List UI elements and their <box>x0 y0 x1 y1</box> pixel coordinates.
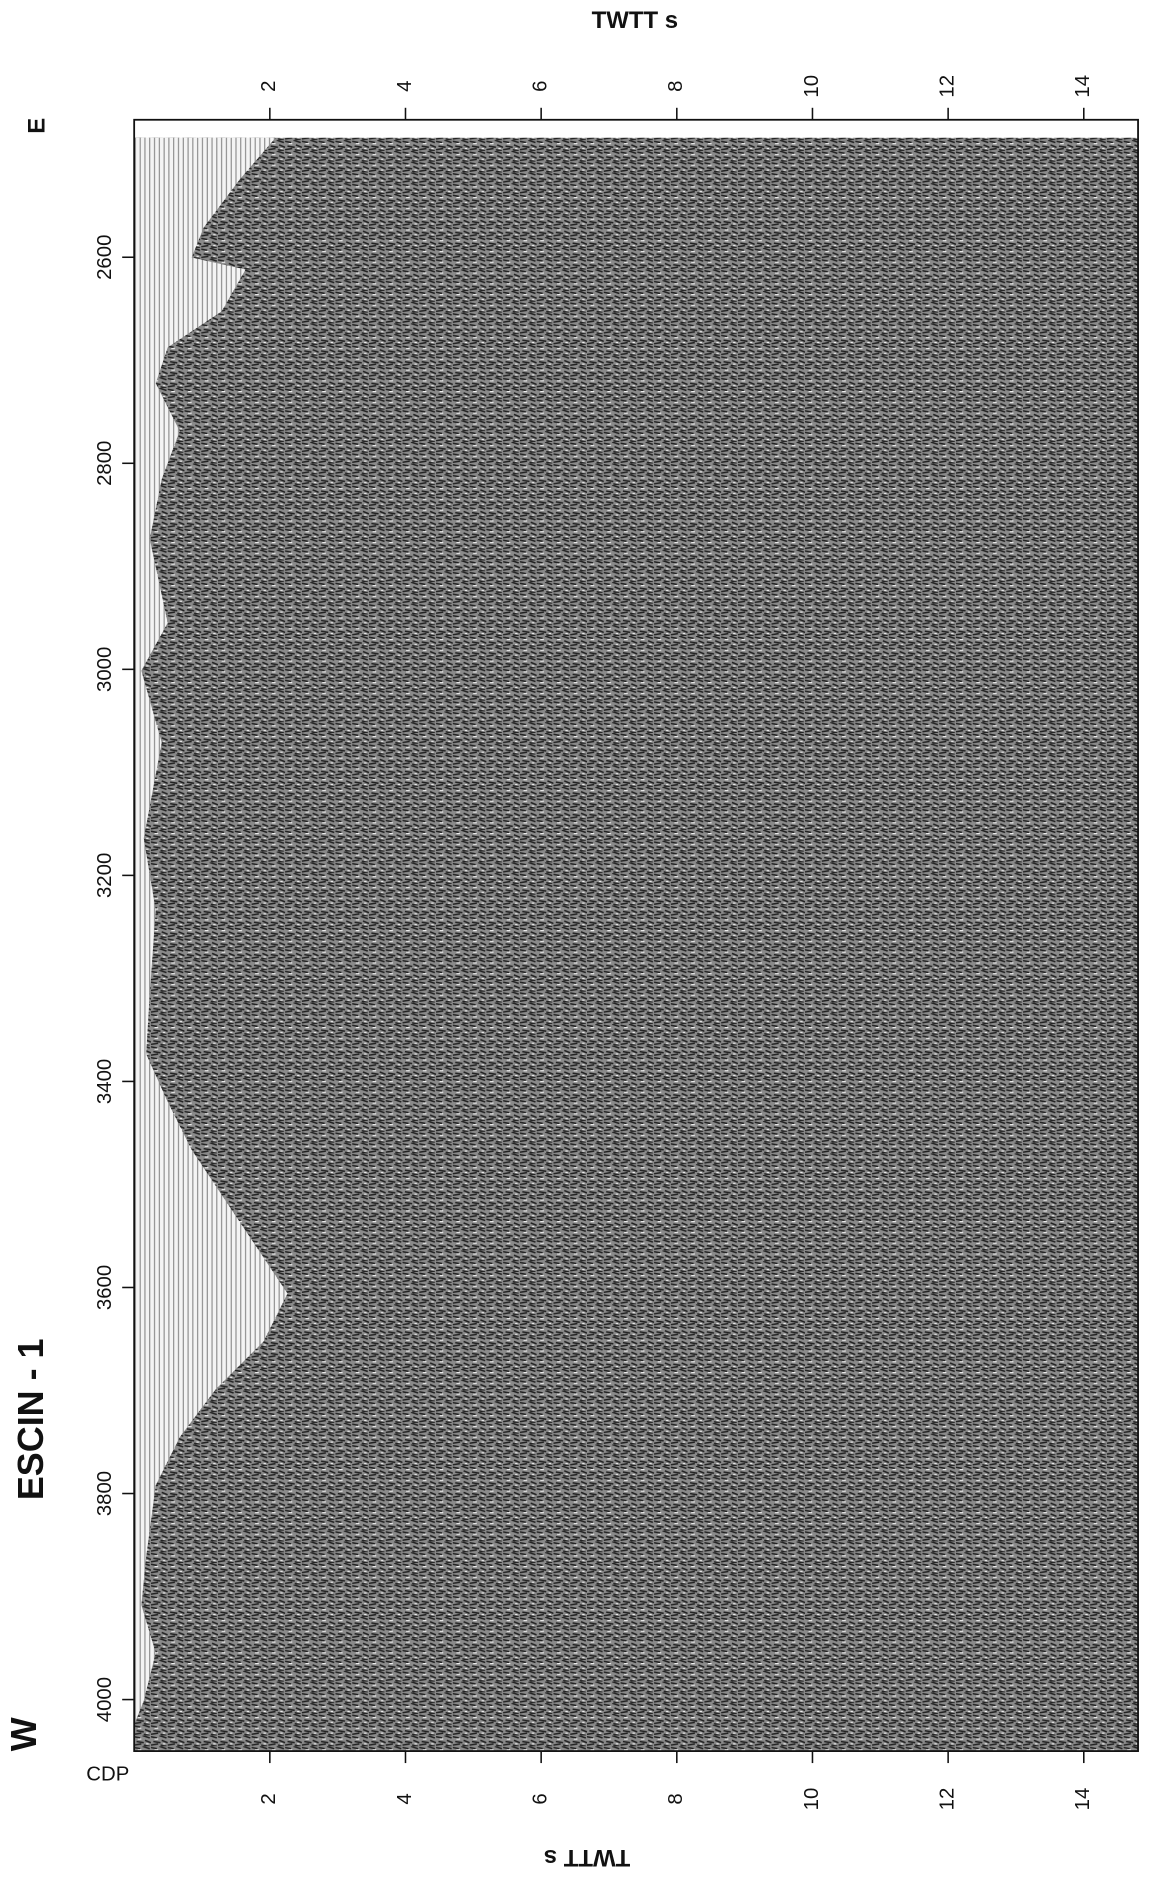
cdp-tick-label: 3000 <box>94 647 116 692</box>
top-tick-label: 12 <box>937 75 959 98</box>
bottom-tick-label: 4 <box>394 1793 416 1804</box>
west-label: W <box>3 1717 44 1751</box>
bottom-tick-label: 10 <box>801 1788 823 1811</box>
bottom-tick-label: 6 <box>530 1793 552 1804</box>
cdp-tick-label: 3600 <box>94 1265 116 1310</box>
seismic-figure: TWTT s TWTT s ESCIN - 1 W E CDP 2 4 6 8 10 12… <box>0 0 1168 1902</box>
top-tick-label: 10 <box>801 75 823 98</box>
figure-title: ESCIN - 1 <box>10 1338 51 1500</box>
top-tick-label: 8 <box>665 81 687 92</box>
bottom-tick-label: 2 <box>258 1793 280 1804</box>
bottom-tick-label: 8 <box>665 1793 687 1804</box>
cdp-tick-label: 3200 <box>94 853 116 898</box>
bottom-tick-label: 14 <box>1072 1788 1094 1811</box>
cdp-tick-label: 4000 <box>94 1677 116 1722</box>
top-tick-label: 2 <box>258 81 280 92</box>
bottom-axis-title: TWTT s <box>544 1844 630 1871</box>
top-axis-title: TWTT s <box>592 7 678 34</box>
seismic-data <box>134 138 1138 1751</box>
cdp-tick-label: 3400 <box>94 1059 116 1104</box>
bottom-tick-label: 12 <box>937 1788 959 1811</box>
top-tick-label: 4 <box>394 81 416 92</box>
east-label: E <box>24 118 51 134</box>
top-tick-label: 14 <box>1072 75 1094 98</box>
cdp-tick-label: 2800 <box>94 441 116 486</box>
cdp-tick-label: 2600 <box>94 235 116 280</box>
cdp-axis-title: CDP <box>86 1763 129 1785</box>
top-tick-label: 6 <box>530 81 552 92</box>
cdp-tick-label: 3800 <box>94 1471 116 1516</box>
